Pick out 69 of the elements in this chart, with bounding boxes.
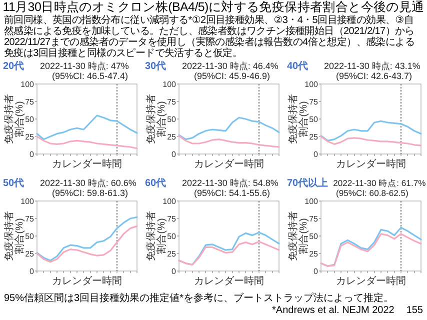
line-series [178, 135, 280, 148]
line-series [320, 136, 422, 146]
y-tick-label: 0 [172, 267, 177, 276]
text: 前回同様、英国の指数分布に従い減弱する*①2回目接種効果、②3・4・5回目接種の効果、③自然感染による免疫を加味している。ただし、感染者数はワクチン接種開始日（2021/2/17）から2022/11/27までの感染者のデータを使用し（実際の感染者は報告数の4倍と想定）、感染による免疫は3回目接種と同様のスピードで失活すると仮定。 [3, 15, 416, 59]
y-tick-label: 75 [25, 214, 35, 224]
y-tick-label: 25 [309, 250, 319, 258]
y-tick-label: 0 [30, 267, 35, 276]
y-axis-title: 免疫保持者割合(%) [287, 94, 310, 144]
x-axis-title: カレンダー時間 [194, 275, 264, 287]
x-axis-title: カレンダー時間 [336, 158, 406, 170]
chart-title: 70代以上 [287, 177, 328, 189]
y-tick-label: 100 [20, 80, 35, 89]
y-tick-label: 25 [167, 132, 177, 142]
chart-subtitle: 2022-11-30 時点: 47% (95%CI: 46.5-47.4) [40, 61, 129, 81]
y-tick-label: 75 [25, 98, 35, 106]
x-axis-title: カレンダー時間 [52, 275, 122, 287]
text: *Andrews et al. NEJM 2022 [272, 305, 394, 317]
y-axis-title: 免疫保持者割合(%) [145, 94, 168, 144]
y-tick-label: 50 [25, 232, 35, 241]
y-tick-label: 0 [30, 150, 35, 159]
line-series [178, 240, 280, 266]
text: 11月30日時点のオミクロン株(BA4/5)に対する免疫保持者割合と今後の見通 [2, 0, 426, 14]
y-tick-label: 100 [162, 197, 177, 206]
chart-title: 40代 [287, 60, 308, 72]
text: 95%信頼区間は3回目接種効果の推定値*を参考に、ブートストラップ法によって推定。 [4, 293, 394, 305]
y-tick-label: 75 [167, 98, 177, 106]
chart-subtitle: 2022-11-30 時点: 60.6% (95%CI: 59.8-61.3) [40, 178, 136, 198]
y-tick-label: 75 [309, 214, 319, 224]
chart-title: 60代 [145, 177, 166, 189]
y-axis-title: 免疫保持者割合(%) [287, 211, 310, 261]
line-series [320, 233, 422, 267]
line-series [320, 120, 422, 142]
y-axis-title: 免疫保持者割合(%) [3, 94, 26, 144]
y-tick-label: 25 [25, 132, 35, 142]
y-tick-label: 0 [172, 150, 177, 159]
y-tick-label: 75 [309, 98, 319, 106]
y-tick-label: 25 [167, 250, 177, 258]
y-axis-title: 免疫保持者割合(%) [145, 211, 168, 261]
chart-subtitle: 2022-11-30 時点: 43.1% (95%CI: 42.6-43.7) [324, 61, 420, 81]
y-tick-label: 0 [314, 150, 319, 159]
line-series [36, 114, 138, 140]
chart-subtitle: 2022-11-30 時点: 46.4% (95%CI: 45.9-46.9) [182, 61, 278, 81]
line-series [36, 136, 138, 150]
y-tick-label: 100 [304, 80, 319, 89]
line-series [36, 216, 138, 262]
y-tick-label: 25 [309, 132, 319, 142]
y-axis-title: 免疫保持者割合(%) [3, 211, 26, 261]
chart-title: 30代 [145, 60, 166, 72]
y-tick-label: 100 [20, 197, 35, 206]
y-tick-label: 50 [25, 115, 35, 124]
y-tick-label: 100 [304, 197, 319, 206]
x-axis-title: カレンダー時間 [194, 158, 264, 170]
y-tick-label: 50 [167, 115, 177, 124]
y-tick-label: 100 [162, 80, 177, 89]
x-axis-title: カレンダー時間 [336, 275, 406, 287]
chart-subtitle: 2022-11-30 時点: 61.7% (95%CI: 60.8-62.5) [333, 178, 426, 198]
y-tick-label: 50 [309, 232, 319, 241]
x-axis-title: カレンダー時間 [52, 158, 122, 170]
y-tick-label: 50 [167, 232, 177, 241]
y-tick-label: 50 [309, 115, 319, 124]
text: 155 [406, 305, 423, 317]
chart-title: 50代 [3, 177, 24, 189]
y-tick-label: 0 [314, 267, 319, 276]
y-tick-label: 75 [167, 214, 177, 224]
y-tick-label: 25 [25, 250, 35, 258]
line-series [178, 116, 280, 140]
chart-subtitle: 2022-11-30 時点: 54.8% (95%CI: 54.1-55.6) [182, 178, 278, 198]
chart-title: 20代 [3, 60, 24, 72]
line-series [36, 225, 138, 263]
